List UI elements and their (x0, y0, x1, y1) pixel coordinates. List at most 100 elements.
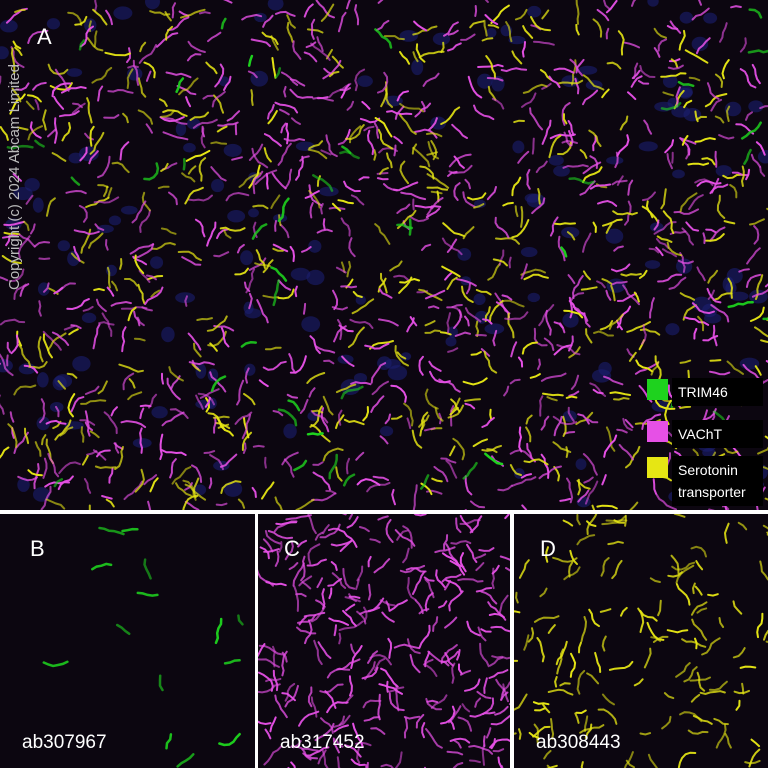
fiber (328, 70, 340, 78)
fiber (707, 593, 719, 597)
fiber (475, 553, 487, 560)
fiber (265, 677, 282, 683)
fiber (424, 651, 431, 668)
fiber (106, 266, 111, 289)
fiber (559, 497, 572, 502)
fiber (280, 122, 287, 134)
fiber (103, 185, 109, 197)
fiber (514, 205, 519, 218)
fiber (386, 152, 393, 169)
fiber (476, 690, 492, 700)
fiber (605, 223, 613, 234)
fiber (128, 378, 136, 389)
fiber (490, 714, 510, 726)
fiber (304, 619, 313, 645)
fiber (80, 399, 107, 405)
fiber (447, 29, 459, 36)
fiber (418, 355, 424, 376)
fiber (599, 608, 612, 613)
fiber (679, 359, 692, 364)
fiber (466, 620, 481, 637)
fiber (47, 452, 60, 478)
fiber (358, 176, 370, 181)
fiber (59, 426, 74, 437)
fiber (464, 398, 481, 402)
fiber (440, 41, 445, 54)
nucleus (301, 316, 321, 333)
fiber (295, 498, 315, 510)
nucleus (105, 264, 117, 277)
nucleus (578, 65, 598, 75)
fiber (370, 362, 387, 384)
fiber (301, 747, 319, 752)
fiber (258, 643, 266, 658)
fiber (673, 514, 686, 518)
fiber (305, 41, 317, 49)
fiber (723, 220, 736, 225)
fiber (472, 438, 488, 448)
fiber (24, 427, 30, 445)
fiber (603, 0, 611, 10)
fiber (159, 116, 185, 123)
fiber (523, 273, 549, 281)
fiber (10, 47, 16, 75)
fiber (719, 22, 728, 43)
fiber (237, 614, 244, 626)
fiber (762, 317, 768, 321)
fiber (157, 185, 170, 190)
fiber (509, 464, 522, 476)
fiber (494, 216, 510, 239)
fiber (256, 299, 269, 324)
fiber (3, 231, 21, 236)
fiber (389, 260, 403, 272)
fiber (695, 37, 711, 55)
antibody-label: ab307967 (22, 732, 107, 753)
fiber (126, 68, 134, 89)
fiber (338, 632, 342, 645)
fiber (569, 549, 578, 565)
fiber (444, 271, 453, 281)
legend-item: TRIM46 (647, 378, 763, 406)
fiber (261, 31, 279, 46)
legend-swatch (647, 379, 668, 400)
fiber (215, 502, 228, 507)
fiber (306, 28, 324, 34)
fiber (596, 504, 618, 510)
fiber (582, 270, 591, 281)
fiber (197, 392, 215, 406)
fiber (724, 732, 732, 749)
fiber (592, 134, 597, 152)
fiber (453, 182, 461, 201)
fiber (131, 200, 147, 224)
fiber (450, 540, 472, 545)
fiber (213, 251, 230, 258)
fiber (421, 722, 426, 739)
fiber (370, 727, 386, 735)
fiber (349, 318, 374, 329)
fiber (683, 666, 698, 683)
fiber (751, 288, 768, 298)
nucleus (508, 35, 526, 45)
fiber (319, 202, 324, 215)
fiber (548, 75, 561, 89)
fiber (346, 100, 355, 111)
fiber (306, 372, 326, 384)
fiber (345, 128, 351, 141)
fiber (707, 269, 719, 284)
fiber (412, 51, 419, 63)
fiber (250, 89, 254, 106)
nucleus (486, 27, 497, 38)
fiber (139, 404, 152, 408)
fiber (342, 567, 356, 590)
fiber (435, 569, 446, 589)
legend-label: VAChT (672, 420, 763, 448)
fiber (164, 11, 172, 22)
fiber (198, 157, 207, 182)
fiber (701, 637, 721, 656)
fiber (563, 431, 576, 435)
fiber (688, 76, 701, 82)
fiber (103, 411, 118, 435)
fiber (312, 461, 324, 466)
nucleus (46, 18, 61, 30)
fiber (704, 93, 728, 108)
